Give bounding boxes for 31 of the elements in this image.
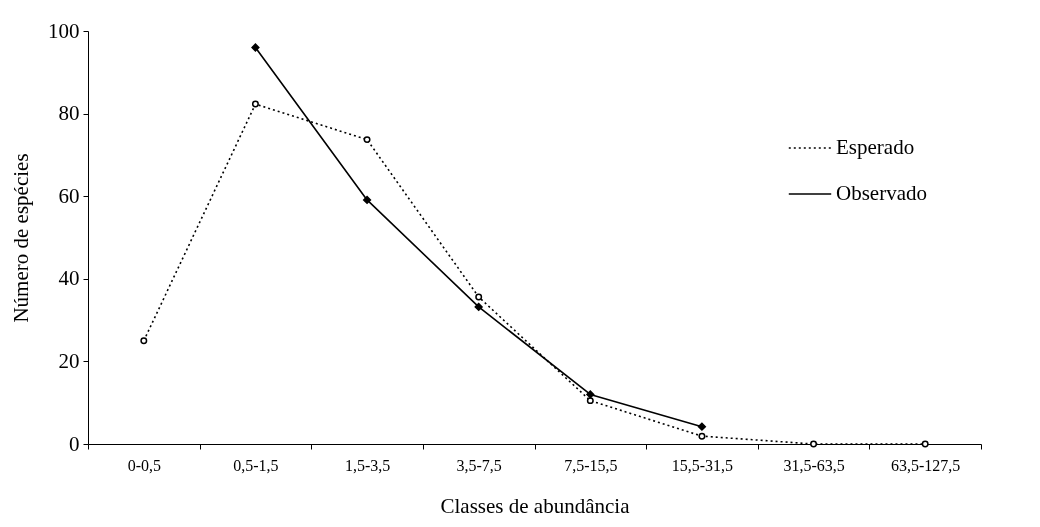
y-tick-label: 40 [58, 266, 80, 291]
x-tick-label: 15,5-31,5 [671, 456, 734, 474]
point [586, 390, 595, 399]
point [697, 422, 707, 431]
point [698, 432, 706, 440]
y-tick-label: 80 [58, 101, 80, 126]
point [921, 440, 929, 448]
y-tick-label: 100 [48, 18, 80, 43]
x-tick-label: 7,5-15,5 [564, 456, 618, 474]
legend-label: Esperado [836, 135, 915, 159]
point [140, 337, 148, 345]
y-axis-title: Número de espécies [9, 153, 33, 323]
x-tick-label: 1,5-3,5 [344, 456, 391, 474]
point [362, 195, 372, 205]
y-tick-label: 20 [58, 348, 80, 373]
x-tick-label: 0,5-1,5 [233, 456, 279, 474]
point [251, 100, 259, 108]
x-tick-label: 31,5-63,5 [783, 456, 845, 474]
y-tick-label: 60 [58, 183, 80, 208]
x-tick-label: 0-0,5 [127, 456, 161, 474]
point [251, 43, 260, 52]
y-tick-label: 0 [69, 431, 80, 456]
point [810, 440, 818, 448]
point [586, 397, 594, 405]
x-axis-title: Classes de abundância [440, 493, 631, 518]
point [363, 136, 371, 144]
point [475, 293, 483, 301]
x-tick-label: 63,5-127,5 [891, 456, 961, 474]
x-tick-label: 3,5-7,5 [456, 456, 502, 474]
point [474, 302, 483, 311]
legend-label: Observado [836, 181, 927, 205]
